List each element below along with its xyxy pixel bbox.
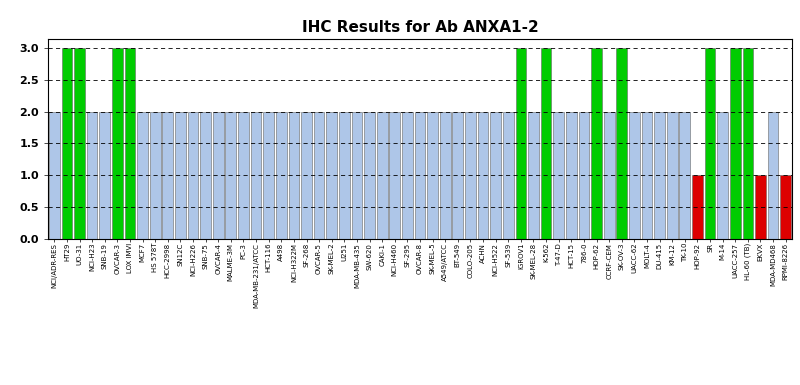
Bar	[453, 112, 463, 239]
Bar	[604, 112, 614, 239]
Bar	[718, 112, 728, 239]
Bar	[276, 112, 286, 239]
Bar	[667, 112, 678, 239]
Bar	[730, 48, 741, 239]
Bar	[263, 112, 274, 239]
Bar	[200, 112, 211, 239]
Bar	[226, 112, 236, 239]
Bar	[490, 112, 501, 239]
Bar	[364, 112, 375, 239]
Bar	[238, 112, 249, 239]
Bar	[465, 112, 476, 239]
Bar	[629, 112, 640, 239]
Bar	[478, 112, 489, 239]
Bar	[175, 112, 186, 239]
Bar	[377, 112, 387, 239]
Bar	[125, 48, 135, 239]
Bar	[289, 112, 299, 239]
Bar	[780, 175, 791, 239]
Bar	[642, 112, 652, 239]
Bar	[440, 112, 450, 239]
Bar	[99, 112, 110, 239]
Bar	[679, 112, 690, 239]
Bar	[591, 48, 602, 239]
Bar	[62, 48, 72, 239]
Bar	[138, 112, 148, 239]
Bar	[528, 112, 539, 239]
Bar	[112, 48, 122, 239]
Bar	[150, 112, 161, 239]
Bar	[617, 48, 627, 239]
Bar	[503, 112, 514, 239]
Bar	[86, 112, 98, 239]
Title: IHC Results for Ab ANXA1-2: IHC Results for Ab ANXA1-2	[302, 20, 538, 35]
Bar	[162, 112, 173, 239]
Bar	[390, 112, 400, 239]
Bar	[692, 175, 702, 239]
Bar	[314, 112, 325, 239]
Bar	[427, 112, 438, 239]
Bar	[578, 112, 590, 239]
Bar	[515, 48, 526, 239]
Bar	[213, 112, 223, 239]
Bar	[49, 112, 60, 239]
Bar	[351, 112, 362, 239]
Bar	[755, 175, 766, 239]
Bar	[74, 48, 85, 239]
Bar	[339, 112, 350, 239]
Bar	[188, 112, 198, 239]
Bar	[654, 112, 665, 239]
Bar	[554, 112, 564, 239]
Bar	[705, 48, 715, 239]
Bar	[541, 48, 551, 239]
Bar	[566, 112, 577, 239]
Bar	[414, 112, 426, 239]
Bar	[250, 112, 262, 239]
Bar	[768, 112, 778, 239]
Bar	[402, 112, 413, 239]
Bar	[301, 112, 312, 239]
Bar	[742, 48, 754, 239]
Bar	[326, 112, 337, 239]
